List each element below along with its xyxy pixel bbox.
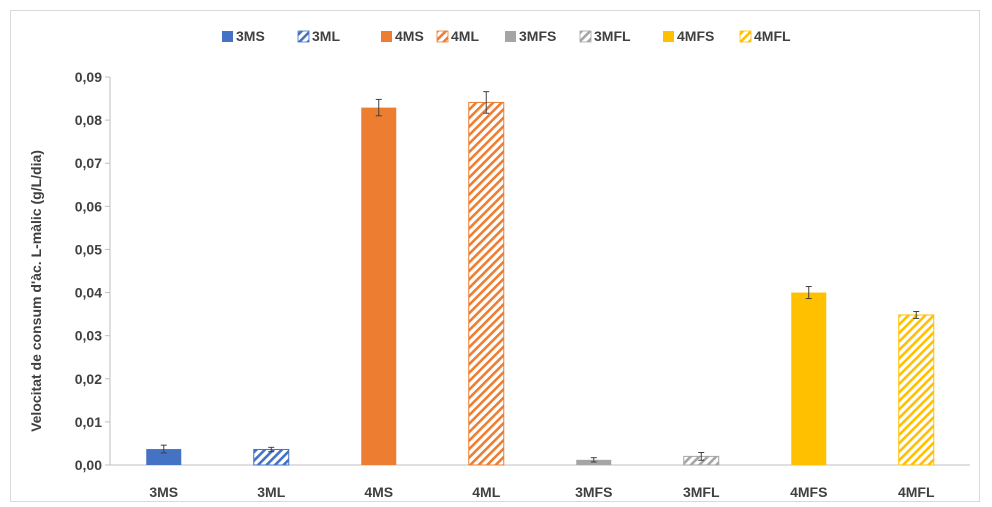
- y-tick-label: 0,09: [75, 69, 102, 85]
- legend-item-4ms: 4MS: [381, 28, 424, 44]
- legend-item-4mfs: 4MFS: [663, 28, 714, 44]
- legend-label-3mfs: 3MFS: [519, 28, 556, 44]
- legend-label-3mfl: 3MFL: [594, 28, 631, 44]
- legend-label-3ml: 3ML: [312, 28, 340, 44]
- legend-swatch-3mfs: [505, 31, 516, 42]
- x-tick-label-3ml: 3ML: [257, 484, 285, 500]
- y-tick-label: 0,07: [75, 155, 102, 171]
- x-tick-label-4mfl: 4MFL: [898, 484, 935, 500]
- bars: [146, 101, 935, 466]
- error-bar-3mfs: [590, 457, 597, 463]
- legend-swatch-4mfl: [739, 30, 752, 43]
- bar-4mfl: [898, 314, 935, 466]
- legend-label-4ms: 4MS: [395, 28, 424, 44]
- legend-label-3ms: 3MS: [236, 28, 265, 44]
- error-bar-4mfs: [805, 286, 812, 300]
- x-axis: 3MS 3ML 4MS 4ML 3MFS 3MFL 4MFS 4MFL: [110, 464, 970, 500]
- y-tick-label: 0,01: [75, 414, 102, 430]
- bar-4mfs: [791, 292, 827, 465]
- legend-item-3ms: 3MS: [222, 28, 265, 44]
- y-tick-label: 0,00: [75, 457, 102, 473]
- legend-label-4mfs: 4MFS: [677, 28, 714, 44]
- legend-swatch-4mfs: [663, 31, 674, 42]
- y-tick-label: 0,04: [75, 285, 102, 301]
- legend-item-4mfl: 4MFL: [739, 28, 791, 44]
- x-tick-label-3ms: 3MS: [149, 484, 178, 500]
- legend-swatch-3mfl: [579, 30, 592, 43]
- legend-label-4ml: 4ML: [451, 28, 479, 44]
- legend-swatch-4ms: [381, 31, 392, 42]
- legend-item-3mfl: 3MFL: [579, 28, 631, 44]
- error-bar-3ms: [160, 444, 167, 454]
- x-tick-label-3mfl: 3MFL: [683, 484, 720, 500]
- legend: 3MS 3ML 4MS 4ML 3MFS 3MFL 4MFS 4MFL: [222, 28, 791, 44]
- error-bars: [160, 91, 920, 463]
- x-tick-label-3mfs: 3MFS: [575, 484, 612, 500]
- legend-swatch-4ml: [436, 30, 449, 43]
- bar-3ms: [146, 449, 182, 465]
- y-tick-label: 0,06: [75, 198, 102, 214]
- bar-4ml: [468, 101, 505, 466]
- y-axis: 0,00 0,01 0,02 0,03 0,04 0,05 0,06 0,07 0,08 0,09: [75, 69, 111, 473]
- x-tick-label-4ms: 4MS: [364, 484, 393, 500]
- legend-swatch-3ml: [297, 30, 310, 43]
- y-tick-label: 0,03: [75, 328, 102, 344]
- legend-item-3ml: 3ML: [297, 28, 340, 44]
- error-bar-4ml: [483, 91, 490, 114]
- x-tick-label-4ml: 4ML: [472, 484, 500, 500]
- legend-item-4ml: 4ML: [436, 28, 479, 44]
- error-bar-4mfl: [913, 311, 920, 319]
- y-tick-label: 0,02: [75, 371, 102, 387]
- legend-swatch-3ms: [222, 31, 233, 42]
- error-bar-4ms: [375, 98, 382, 117]
- y-axis-label: Velocitat de consum d'àc. L-màlic (g/L/d…: [28, 150, 44, 432]
- legend-item-3mfs: 3MFS: [505, 28, 556, 44]
- error-bar-3mfl: [698, 451, 705, 461]
- y-tick-label: 0,05: [75, 241, 102, 257]
- error-bar-3ml: [268, 446, 275, 453]
- y-tick-label: 0,08: [75, 112, 102, 128]
- legend-label-4mfl: 4MFL: [754, 28, 791, 44]
- x-tick-label-4mfs: 4MFS: [790, 484, 827, 500]
- bar-4ms: [361, 107, 397, 465]
